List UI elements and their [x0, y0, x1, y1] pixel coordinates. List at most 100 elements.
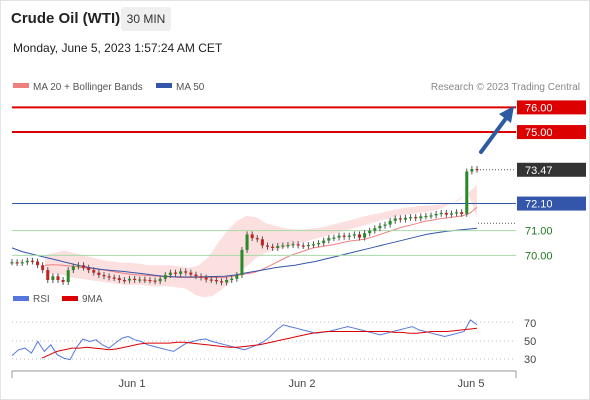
- candle-body: [230, 278, 234, 280]
- level-badge-76.00: [517, 100, 586, 115]
- candle-body: [168, 272, 172, 276]
- candle-body: [352, 234, 356, 236]
- legend-swatch-9ma: [62, 296, 78, 301]
- candle-body: [194, 274, 198, 277]
- candle-body: [388, 220, 392, 225]
- level-label-71.00: 71.00: [525, 226, 553, 238]
- candle-body: [240, 249, 244, 276]
- candle-body: [122, 280, 126, 282]
- candle-body: [15, 262, 19, 264]
- candle-body: [414, 217, 418, 219]
- candle-body: [455, 212, 459, 214]
- candle-body: [10, 262, 14, 264]
- candle-body: [92, 270, 96, 273]
- candle-body: [46, 270, 50, 280]
- candle-body: [143, 279, 147, 281]
- candle-body: [174, 272, 178, 274]
- candle-body: [317, 243, 321, 245]
- price-levels: 76.00 75.00 73.47 72.10 71.00 70.00: [12, 100, 586, 262]
- candle-body: [449, 213, 453, 215]
- candle-body: [470, 169, 474, 172]
- candle-body: [327, 238, 331, 241]
- candle-body: [301, 245, 305, 247]
- trend-arrow: [479, 106, 514, 154]
- candle-body: [163, 275, 167, 279]
- candle-body: [30, 260, 34, 262]
- candle-body: [337, 235, 341, 238]
- x-tick-jun2: Jun 2: [289, 378, 316, 390]
- candle-body: [184, 271, 188, 273]
- candle-body: [383, 224, 387, 226]
- candle-body: [204, 277, 208, 280]
- candle-body: [97, 272, 101, 276]
- candle-body: [281, 245, 285, 247]
- candle-body: [225, 280, 229, 283]
- legend-swatch-ma20: [13, 83, 29, 88]
- candle-body: [41, 265, 45, 271]
- candle-body: [56, 276, 60, 280]
- candle-body: [117, 278, 121, 280]
- candle-body: [311, 244, 315, 246]
- level-badge-72.10: [517, 196, 586, 211]
- candle-body: [209, 279, 213, 281]
- rsi-tick-30: 30: [524, 354, 536, 366]
- candle-body: [322, 240, 326, 244]
- candle-body: [87, 267, 91, 271]
- legend-label-ma20: MA 20 + Bollinger Bands: [33, 82, 143, 93]
- candle-body: [148, 280, 152, 282]
- candles: [10, 166, 479, 286]
- candle-body: [403, 217, 407, 220]
- candle-body: [76, 265, 80, 267]
- candle-body: [286, 244, 290, 247]
- candle-body: [153, 280, 157, 282]
- candle-body: [378, 225, 382, 229]
- instrument-title: Crude Oil (WTI): [11, 10, 121, 27]
- candle-body: [51, 276, 55, 280]
- candle-body: [424, 215, 428, 218]
- ma50-line: [11, 227, 478, 278]
- candle-body: [419, 216, 423, 219]
- candle-body: [460, 212, 464, 214]
- candle-body: [260, 239, 264, 246]
- candle-body: [133, 278, 137, 280]
- candle-body: [102, 275, 106, 277]
- candle-body: [71, 266, 75, 271]
- level-badge-73.47: [517, 162, 586, 177]
- candle-body: [250, 234, 254, 239]
- rsi-line: [11, 319, 478, 361]
- rsi-lines: [11, 319, 478, 361]
- rsi-9ma-line: [41, 327, 478, 359]
- candle-body: [36, 261, 40, 266]
- candle-body: [214, 280, 218, 282]
- level-badge-75.00: [517, 125, 586, 140]
- legend-swatch-ma50: [156, 83, 172, 88]
- candle-body: [429, 215, 433, 217]
- candle-body: [409, 217, 413, 219]
- candle-body: [265, 245, 270, 247]
- candle-body: [342, 235, 346, 237]
- candle-body: [219, 281, 224, 283]
- candle-body: [158, 278, 162, 282]
- level-label-73.47: 73.47: [525, 165, 553, 177]
- candle-body: [373, 228, 377, 231]
- candle-body: [439, 212, 443, 215]
- x-tick-jun1: Jun 1: [119, 378, 146, 390]
- interval-button[interactable]: 30 MIN: [121, 7, 171, 31]
- candle-body: [82, 265, 86, 268]
- candle-body: [475, 169, 479, 171]
- candle-body: [393, 218, 397, 221]
- legend-swatch-rsi: [13, 296, 29, 301]
- candle-body: [179, 271, 183, 274]
- legend-label-rsi: RSI: [33, 294, 50, 305]
- candle-body: [296, 244, 300, 246]
- candle-body: [61, 280, 65, 282]
- candle-body: [255, 238, 259, 240]
- candle-body: [128, 278, 132, 281]
- candle-body: [434, 213, 438, 216]
- candle-body: [306, 244, 310, 247]
- candle-body: [357, 234, 361, 238]
- legend-label-ma50: MA 50: [176, 82, 205, 93]
- copyright-label: Research © 2023 Trading Central: [431, 82, 580, 93]
- legend-label-9ma: 9MA: [82, 294, 103, 305]
